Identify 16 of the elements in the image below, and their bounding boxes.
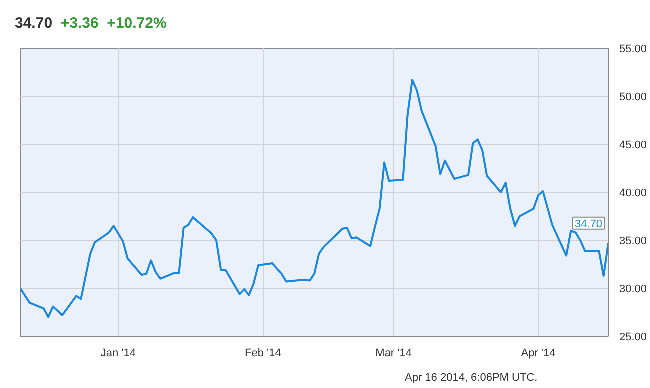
x-tick-label: Feb '14 <box>244 348 282 360</box>
x-tick-label: Apr '14 <box>521 348 556 360</box>
y-tick-label: 35.00 <box>620 236 648 248</box>
chart-title: 34.70 <box>15 15 53 32</box>
line-series <box>20 79 608 318</box>
x-tick-label: Mar '14 <box>376 348 412 360</box>
y-tick-label: 50.00 <box>620 92 648 104</box>
chart-subtitle: +3.36 +10.72% <box>60 15 167 32</box>
x-tick-label: Jan '14 <box>100 348 136 360</box>
y-tick-label: 40.00 <box>620 188 648 200</box>
annotation: 34.70 <box>574 218 603 230</box>
y-tick-label: 30.00 <box>620 284 648 296</box>
text: Apr 16 2014, 6:06PM UTC. <box>405 371 538 386</box>
y-tick-label: 45.00 <box>620 140 648 152</box>
y-tick-label: 55.00 <box>620 44 648 56</box>
y-tick-label: 25.00 <box>620 332 648 344</box>
